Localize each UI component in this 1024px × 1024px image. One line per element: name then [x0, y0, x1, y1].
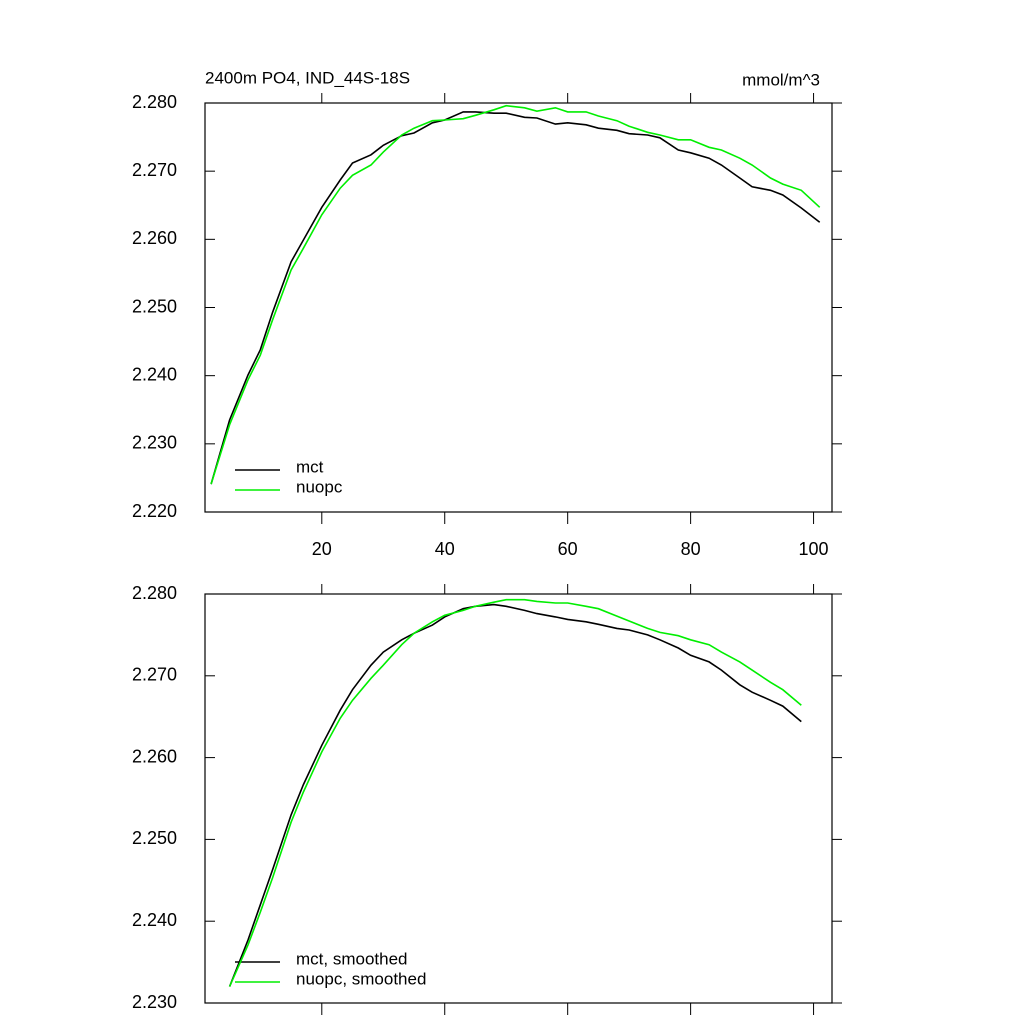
- y-tick-label: 2.260: [132, 746, 177, 766]
- y-tick-label: 2.270: [132, 160, 177, 180]
- y-tick-label: 2.240: [132, 364, 177, 384]
- units-label: mmol/m^3: [742, 70, 820, 89]
- x-tick-label: 40: [435, 539, 455, 559]
- y-tick-label: 2.220: [132, 501, 177, 521]
- y-tick-label: 2.280: [132, 92, 177, 112]
- series-line: [228, 603, 802, 987]
- y-tick-label: 2.270: [132, 665, 177, 685]
- x-tick-label: 20: [312, 539, 332, 559]
- legend-label: nuopc, smoothed: [296, 969, 426, 988]
- x-tick-label: 80: [681, 539, 701, 559]
- series-line: [228, 598, 802, 987]
- y-tick-label: 2.250: [132, 828, 177, 848]
- y-tick-label: 2.240: [132, 910, 177, 930]
- chart-title: 2400m PO4, IND_44S-18S: [205, 68, 410, 87]
- legend-label: mct: [296, 457, 324, 476]
- y-tick-label: 2.230: [132, 433, 177, 453]
- plot-frame: [204, 593, 833, 1004]
- legend-label: nuopc: [296, 477, 343, 496]
- y-tick-label: 2.260: [132, 228, 177, 248]
- series-line: [210, 111, 821, 485]
- plot-frame: [204, 102, 833, 513]
- y-tick-label: 2.230: [132, 992, 177, 1012]
- series-line: [210, 104, 821, 485]
- x-tick-label: 100: [799, 539, 829, 559]
- legend-label: mct, smoothed: [296, 949, 408, 968]
- y-tick-label: 2.250: [132, 296, 177, 316]
- y-tick-label: 2.280: [132, 583, 177, 603]
- x-tick-label: 60: [558, 539, 578, 559]
